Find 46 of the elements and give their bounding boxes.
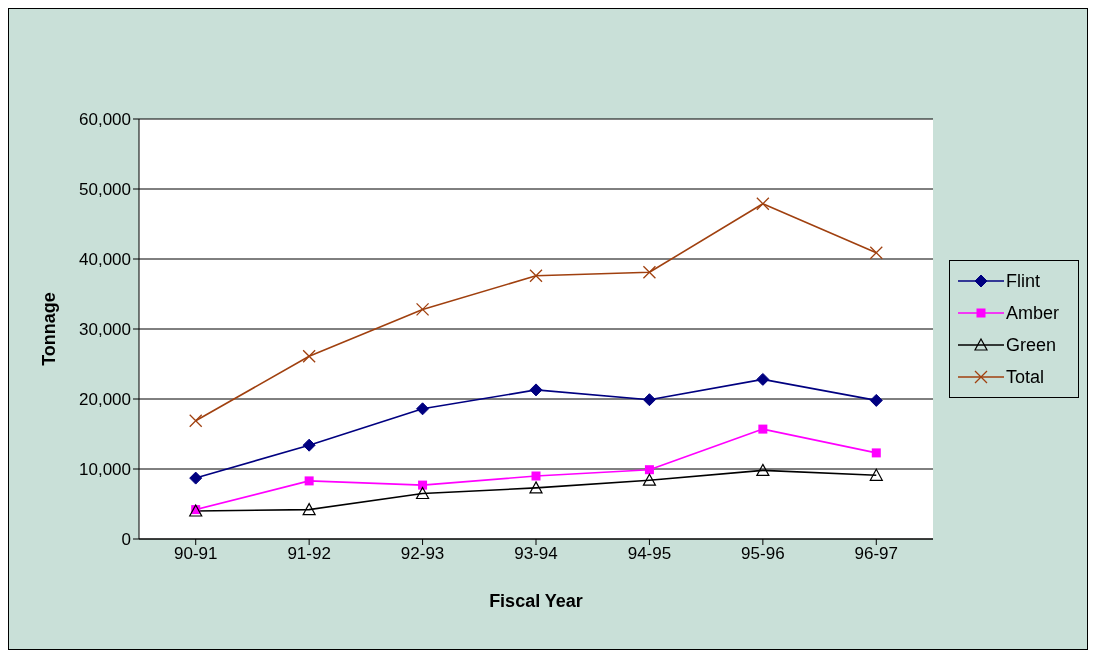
x-tick-label: 90-91: [173, 544, 218, 564]
legend-label: Amber: [1006, 302, 1060, 324]
point: [304, 476, 314, 486]
point: [531, 471, 541, 481]
y-axis-title: Tonnage: [39, 292, 60, 366]
y-tick-label: 40,000: [79, 250, 131, 270]
x-tick-label: 92-93: [400, 544, 445, 564]
point: [529, 269, 543, 283]
x-tick-label: 95-96: [741, 544, 785, 564]
point: [642, 473, 657, 486]
legend-label: Total: [1006, 366, 1045, 388]
point: [415, 486, 430, 500]
legend-label: Green: [1006, 334, 1057, 356]
point: [189, 414, 203, 428]
point: [529, 383, 543, 397]
x-tick-label: 94-95: [627, 544, 672, 564]
point: [756, 372, 770, 386]
point: [189, 471, 203, 485]
point: [302, 438, 316, 452]
x-tick-label: 91-92: [287, 544, 331, 564]
point: [869, 246, 883, 260]
point: [644, 465, 654, 475]
y-tick-label: 10,000: [79, 460, 131, 480]
x-tick-label: 93-94: [514, 544, 558, 564]
y-tick-label: 60,000: [79, 110, 131, 130]
y-tick-label: 0: [121, 530, 131, 550]
x-tick-label: 96-97: [854, 544, 899, 564]
point: [758, 424, 768, 434]
point: [415, 302, 430, 317]
point: [418, 480, 428, 490]
point: [302, 503, 316, 516]
point: [416, 402, 430, 416]
point: [302, 349, 316, 363]
y-tick-label: 30,000: [79, 320, 131, 340]
point: [756, 463, 770, 476]
point: [642, 393, 656, 407]
point: [869, 393, 883, 407]
y-tick-label: 50,000: [79, 180, 131, 200]
x-axis-title: Fiscal Year: [489, 591, 583, 611]
point: [642, 265, 657, 279]
point: [871, 448, 881, 458]
point: [756, 197, 770, 211]
point: [529, 481, 543, 494]
point: [869, 468, 883, 481]
y-tick-label: 20,000: [79, 390, 131, 410]
legend-label: Flint: [1006, 270, 1041, 292]
